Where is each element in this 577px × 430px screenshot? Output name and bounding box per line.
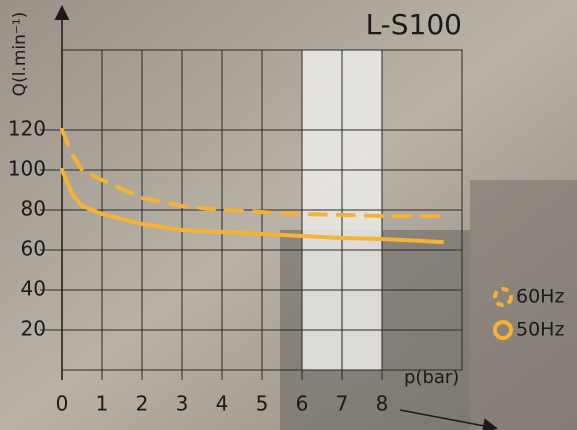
x-tick-label: 8 <box>376 392 389 416</box>
y-tick-label: 80 <box>21 197 46 221</box>
photo-shape <box>470 180 577 430</box>
y-tick-label: 60 <box>21 237 46 261</box>
x-tick-label: 6 <box>296 392 309 416</box>
x-axis <box>399 409 498 430</box>
x-tick-label: 1 <box>96 392 109 416</box>
chart-title: L-S100 <box>366 8 462 41</box>
y-tick-label: 20 <box>21 317 46 341</box>
legend-marker <box>493 287 513 307</box>
x-tick-label: 3 <box>176 392 189 416</box>
x-tick-label: 7 <box>336 392 349 416</box>
data-line <box>60 128 444 218</box>
y-tick-label: 100 <box>8 157 46 181</box>
x-tick-label: 4 <box>216 392 229 416</box>
legend-label: 50Hz <box>516 319 564 341</box>
legend-marker <box>493 320 513 340</box>
y-axis-label: Q(l.min⁻¹) <box>10 12 30 97</box>
x-axis-label: p(bar) <box>404 367 459 388</box>
data-line <box>60 168 444 244</box>
x-tick-label: 5 <box>256 392 269 416</box>
x-tick-label: 2 <box>136 392 149 416</box>
y-tick-label: 120 <box>8 117 46 141</box>
y-tick-label: 40 <box>21 277 46 301</box>
legend-label: 60Hz <box>516 286 564 308</box>
x-tick-label: 0 <box>56 392 69 416</box>
